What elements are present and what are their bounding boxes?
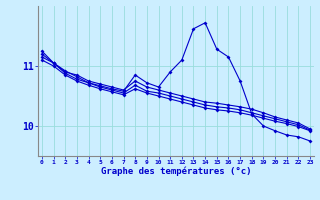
X-axis label: Graphe des températures (°c): Graphe des températures (°c)	[101, 167, 251, 176]
